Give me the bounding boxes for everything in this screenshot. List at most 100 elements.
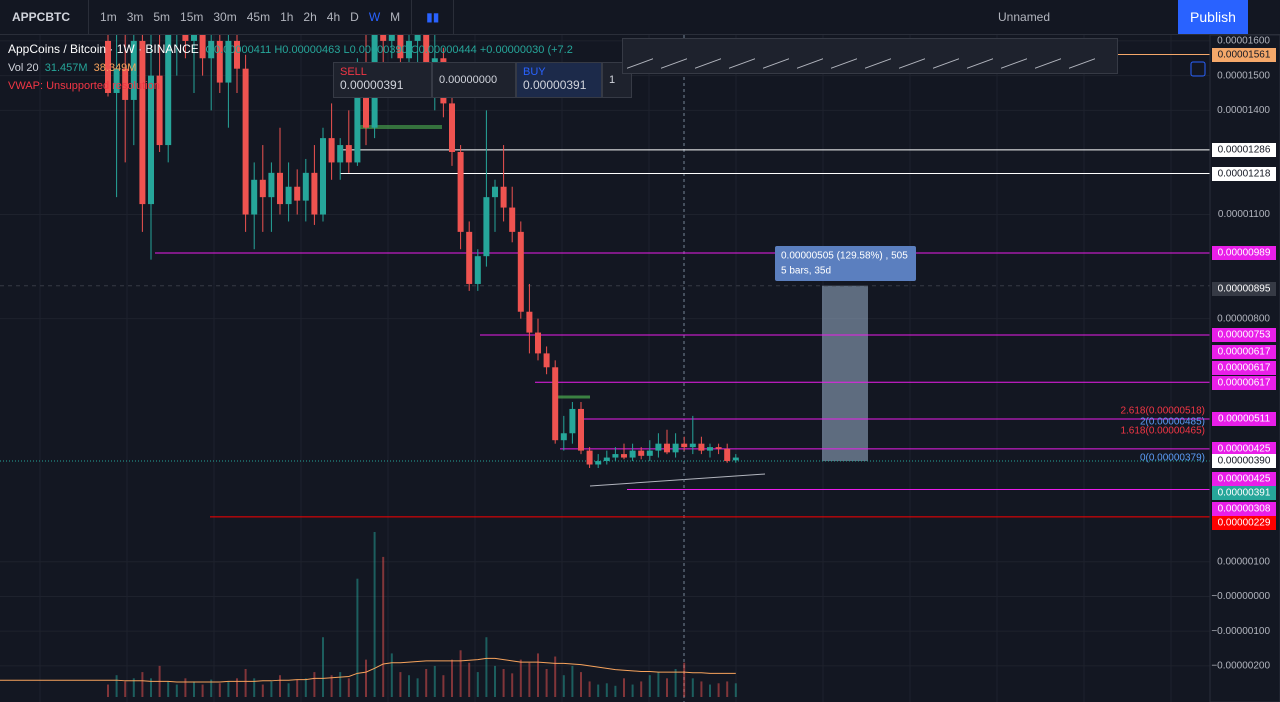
volume-bar (184, 678, 187, 697)
price-label-bg (1212, 454, 1276, 468)
tool[interactable] (1069, 43, 1095, 69)
volume-bar (201, 684, 204, 697)
volume-bar (442, 675, 445, 697)
top-toolbar: APPCBTC 1m 3m 5m 15m 30m 45m 1h 2h 4h D W M ▮▮ Unna… (0, 0, 1280, 35)
volume-bar (313, 672, 316, 697)
volume-bar (330, 675, 333, 697)
candle-body (500, 186, 507, 208)
interval[interactable]: M (390, 10, 401, 24)
vwap-note: VWAP: Unsupported resolution (8, 80, 160, 92)
candle-body (130, 40, 137, 100)
tool[interactable] (1035, 43, 1061, 69)
layout-name[interactable]: Unnamed (998, 10, 1051, 24)
tool[interactable] (763, 43, 789, 69)
volume-bar (244, 668, 247, 697)
price-label-bg (1212, 516, 1276, 530)
price-label: 0.00001218 (1218, 169, 1271, 180)
volume-bar (399, 672, 402, 697)
candle-body (363, 75, 369, 128)
price-label: 0.00000895 (1218, 284, 1271, 295)
volume-bar (390, 653, 393, 697)
volume-bar (124, 681, 127, 697)
price-label-bg (1212, 361, 1276, 375)
interval[interactable]: 5m (153, 10, 171, 24)
price-label-bg (1212, 486, 1276, 500)
interval[interactable]: 45m (246, 10, 271, 24)
candle-body (586, 450, 593, 465)
interval[interactable]: D (350, 10, 359, 24)
volume-bar (709, 684, 711, 697)
tool[interactable] (967, 43, 993, 69)
candle-body (328, 138, 335, 163)
candle-body (715, 447, 722, 449)
interval[interactable]: 30m (213, 10, 237, 24)
volume-bar (726, 681, 729, 697)
candle-body (474, 256, 481, 284)
tool[interactable] (627, 43, 653, 69)
candle-body (612, 454, 619, 458)
volume-bar (167, 681, 170, 697)
volume-bar (717, 683, 720, 697)
price-label: 0.00000390 (1218, 456, 1271, 467)
price-label: 0.00000425 (1218, 444, 1271, 455)
trade-widget: SELL 0.00000391 0.00000000 BUY 0.00000391 … (333, 62, 646, 98)
interval[interactable]: 2h (303, 10, 317, 24)
sell-label: SELL (340, 66, 367, 78)
tool[interactable] (695, 43, 721, 69)
price-label-bg (1212, 442, 1276, 456)
volume-bar (141, 672, 144, 697)
tool[interactable] (797, 43, 823, 69)
interval[interactable]: 3m (126, 10, 144, 24)
candle-body (302, 172, 309, 201)
volume-bar (605, 683, 608, 697)
volume-bar (279, 675, 281, 697)
measure-subtext: 5 bars, 35d (781, 266, 831, 277)
interval[interactable]: W (368, 10, 381, 24)
volume-bar (408, 675, 410, 697)
candle-body (165, 35, 172, 146)
tool[interactable] (933, 43, 959, 69)
tool[interactable] (865, 43, 891, 69)
candle-body (156, 75, 163, 146)
candle-body (225, 40, 232, 83)
publish-button[interactable]: Publish (1178, 0, 1248, 34)
y-tick-label: 0.00001100 (1218, 209, 1271, 220)
candle-body (113, 68, 120, 93)
candle-body (552, 367, 559, 441)
interval[interactable]: 15m (180, 10, 204, 24)
fib-label: 0(0.00000379) (1140, 453, 1205, 464)
candle-body (105, 40, 111, 93)
tool[interactable] (831, 43, 857, 69)
interval[interactable]: 1h (280, 10, 294, 24)
y-tick-label: −0.00000200 (1211, 661, 1270, 672)
price-label-bg (1212, 282, 1276, 296)
tool[interactable] (899, 43, 925, 69)
buy-button[interactable]: BUY 0.00000391 (516, 62, 602, 98)
volume-bar (588, 681, 591, 697)
measure-tooltip (775, 246, 916, 281)
volume-bar (691, 678, 694, 697)
interval[interactable]: 4h (326, 10, 341, 24)
volume-bar (597, 684, 600, 697)
y-tick-label: −0.00000000 (1211, 591, 1270, 602)
candle-body (621, 454, 627, 458)
tool[interactable] (729, 43, 755, 69)
candle-body (234, 40, 240, 69)
volume-bar (115, 675, 118, 697)
volume-bar (175, 684, 178, 697)
volume-bar (322, 637, 324, 697)
interval[interactable]: 1m (100, 10, 117, 24)
volume-label: Vol 20 (8, 62, 39, 74)
sell-button[interactable]: SELL 0.00000391 (333, 62, 432, 98)
price-label-bg (1212, 328, 1276, 342)
chart-style[interactable]: ▮▮ (426, 10, 440, 24)
candle-body (707, 447, 713, 451)
volume-bar (356, 578, 359, 697)
scale-button[interactable] (1190, 61, 1206, 77)
tool[interactable] (1001, 43, 1027, 69)
buy-price: 0.00000391 (523, 78, 587, 92)
candle-body (191, 35, 197, 41)
volume-bar (150, 678, 152, 697)
symbol[interactable]: APPCBTC (12, 10, 71, 24)
tool[interactable] (661, 43, 687, 69)
